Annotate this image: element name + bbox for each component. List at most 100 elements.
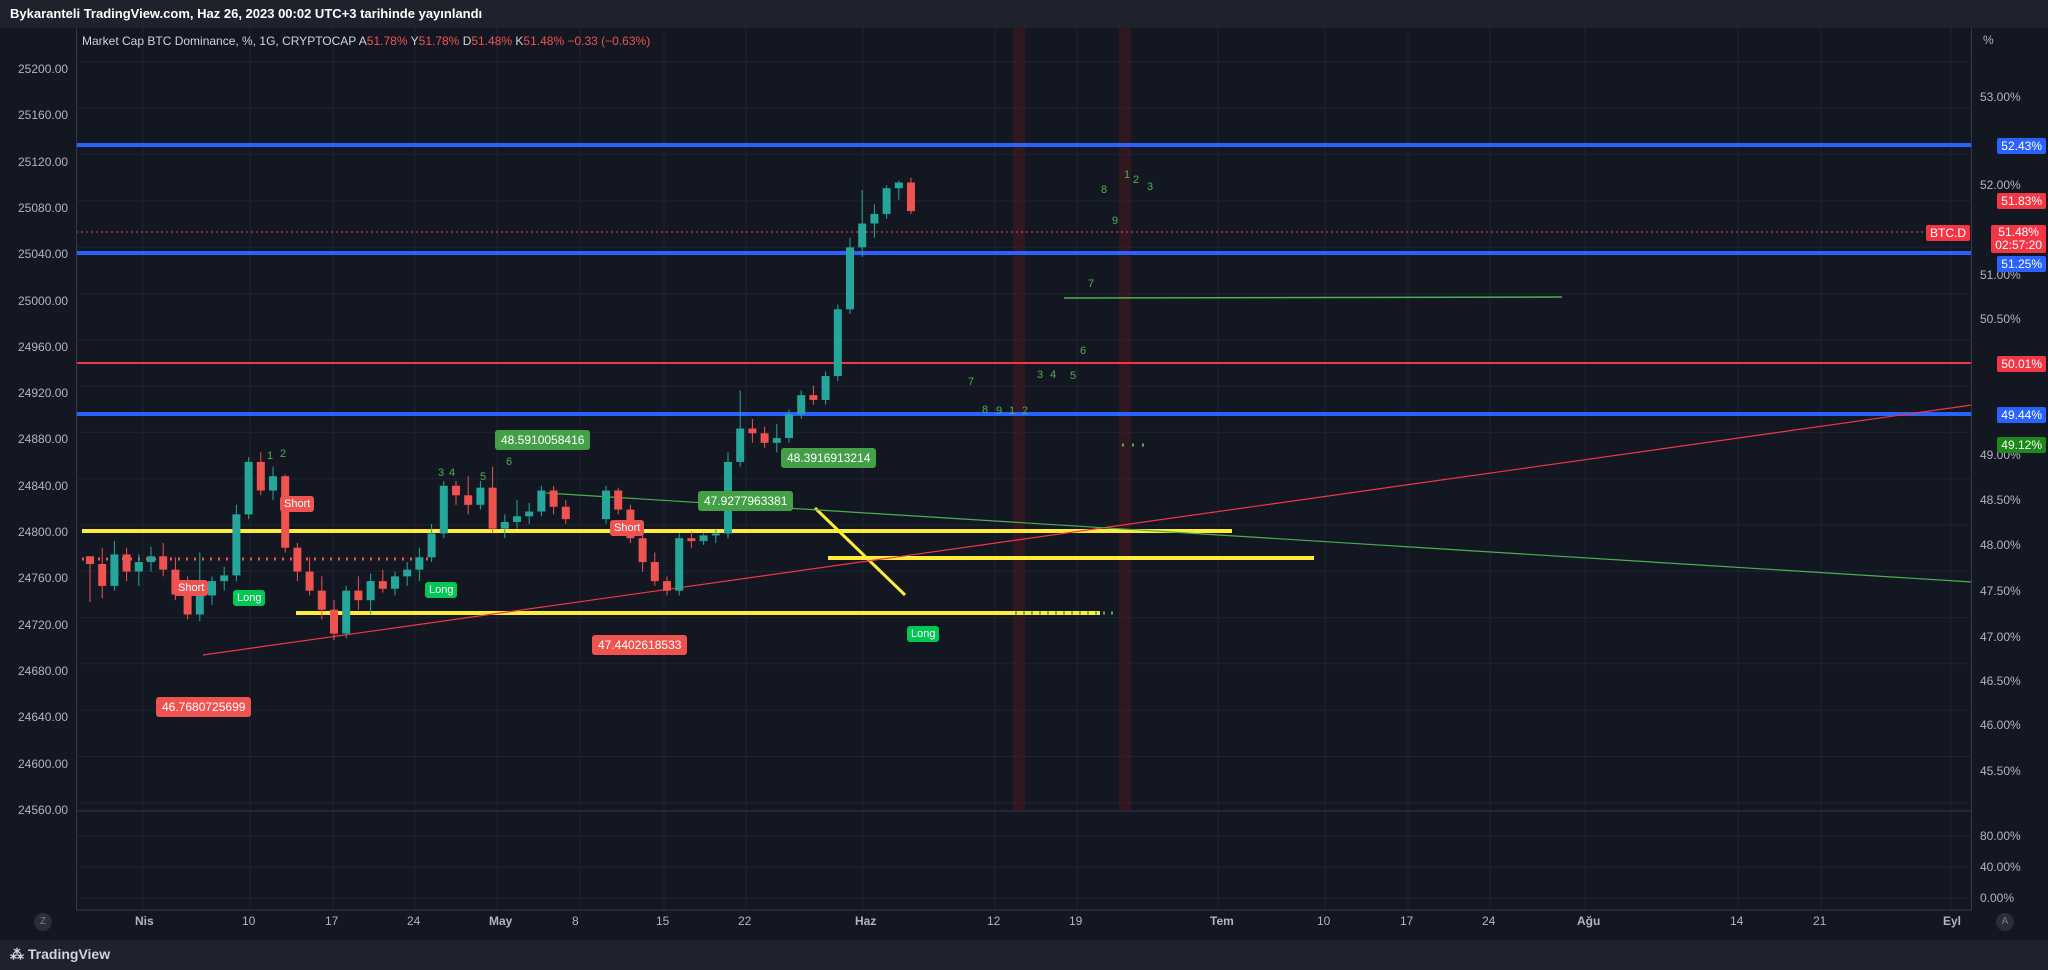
td-count-label: 4	[1050, 369, 1056, 381]
candle-body	[907, 182, 915, 212]
time-axis-tick: 17	[1400, 914, 1414, 928]
auto-scale-button[interactable]: A	[1996, 913, 2014, 931]
legend-symbol: Market Cap BTC Dominance, %, 1G, CRYPTOC…	[82, 34, 357, 48]
candle-body	[870, 213, 879, 224]
td-count-label: 8	[1101, 184, 1107, 196]
candle-body	[858, 223, 867, 248]
right-axis-tick: 53.00%	[1980, 90, 2021, 104]
left-axis-tick: 25000.00	[18, 293, 69, 308]
time-axis-tick: Haz	[855, 914, 877, 928]
candle-body	[513, 516, 521, 522]
short-signal: Short	[280, 496, 315, 512]
candle-body	[366, 581, 375, 601]
time-axis-tick: Ağu	[1577, 914, 1601, 928]
td-count-label: 2	[280, 448, 286, 460]
left-axis-tick: 24760.00	[18, 571, 69, 586]
td-count-label: 9	[996, 405, 1002, 417]
candle-body	[797, 395, 806, 415]
right-axis-tick: 50.50%	[1980, 312, 2021, 326]
td-count-label: 8	[982, 404, 988, 416]
symbol-legend: Market Cap BTC Dominance, %, 1G, CRYPTOC…	[82, 34, 650, 48]
candle-body	[452, 485, 460, 496]
td-count-label: 6	[1080, 345, 1086, 357]
price-note[interactable]: 46.7680725699	[156, 697, 252, 717]
price-tag-support-2: 49.44%	[1997, 407, 2046, 423]
zoom-toggle-button[interactable]: Z	[34, 913, 52, 931]
right-axis-tick: 46.50%	[1980, 674, 2021, 688]
right-percent-axis[interactable]: 53.00% 52.00% 51.00% 50.50% 49.00% 48.50% 48.0…	[1971, 28, 2048, 910]
candle-body	[244, 461, 253, 515]
tv-logo-icon: ⁂	[10, 946, 28, 962]
candle-body	[602, 490, 610, 520]
candle-body	[403, 569, 412, 577]
candle-body	[269, 476, 277, 491]
price-note[interactable]: 47.4402618533	[592, 635, 688, 655]
right-axis-tick: 48.00%	[1980, 538, 2021, 552]
candle-body	[833, 309, 842, 377]
candle-body	[699, 535, 708, 542]
left-axis-tick: 24680.00	[18, 663, 69, 678]
candle-body	[415, 557, 424, 570]
candle-body	[208, 581, 216, 596]
td-count-label: 6	[506, 456, 512, 468]
tradingview-logo[interactable]: ⁂ TradingView	[10, 946, 110, 963]
price-tag-symbol: BTC.D	[1926, 225, 1970, 241]
time-axis-tick: 21	[1813, 914, 1827, 928]
time-axis-tick: 24	[407, 914, 421, 928]
time-axis-tick: 14	[1730, 914, 1744, 928]
candle-body	[760, 433, 769, 443]
left-axis-tick: 25080.00	[18, 200, 69, 215]
oscillator-axis-tick: 80.00%	[1980, 829, 2021, 843]
left-axis-tick: 25160.00	[18, 108, 69, 123]
green-level-line	[1063, 296, 1563, 299]
price-note[interactable]: 48.3916913214	[781, 448, 877, 468]
candle-body	[675, 538, 684, 591]
time-axis-tick: 8	[572, 914, 579, 928]
current-price-value: 51.48%	[1998, 225, 2039, 239]
td-count-label: 4	[449, 467, 455, 479]
td-count-label: 3	[1147, 181, 1153, 193]
candle-body	[846, 247, 854, 310]
left-axis-tick: 24600.00	[18, 756, 69, 771]
bar-countdown: 02:57:20	[1995, 238, 2042, 252]
candle-body	[748, 428, 757, 434]
candle-body	[772, 438, 781, 443]
price-tag-high: 51.83%	[1997, 193, 2046, 209]
session-highlight	[1119, 28, 1131, 810]
legend-low-value: 51.48%	[471, 34, 513, 48]
oscillator-axis-tick: 40.00%	[1980, 860, 2021, 874]
candle-body	[894, 182, 903, 189]
left-axis-tick: 24920.00	[18, 386, 69, 401]
candle-body	[330, 609, 338, 634]
td-count-label: 2	[1133, 174, 1139, 186]
short-signal: Short	[610, 520, 645, 536]
time-axis-tick: 10	[1317, 914, 1331, 928]
left-price-axis[interactable]: 25200.00 25160.00 25120.00 25080.00 25040.00…	[0, 28, 77, 910]
candle-body	[220, 575, 229, 582]
candle-body	[821, 376, 830, 400]
candle-body	[183, 594, 192, 615]
candle-body	[293, 547, 302, 572]
candle-body	[134, 562, 143, 572]
legend-high-label: Y	[410, 34, 419, 48]
candle-body	[500, 521, 509, 529]
candle-body	[378, 581, 387, 589]
candle-body	[195, 595, 204, 615]
yellow-trend-line	[813, 506, 907, 597]
candle-body	[232, 514, 241, 576]
candle-body	[391, 576, 399, 589]
trend-line-red	[202, 404, 1973, 656]
time-axis-tick: 24	[1482, 914, 1496, 928]
price-note[interactable]: 48.5910058416	[495, 430, 591, 450]
time-axis-tick: 22	[738, 914, 752, 928]
legend-open-value: 51.78%	[366, 34, 408, 48]
candle-body	[488, 487, 497, 529]
short-signal: Short	[174, 580, 209, 596]
chart-grid	[76, 28, 1972, 910]
candle-body	[711, 533, 720, 536]
legend-low-label: D	[462, 34, 472, 48]
publish-info-bar: Bykaranteli TradingView.com, Haz 26, 202…	[0, 0, 2048, 28]
price-note[interactable]: 47.9277963381	[698, 491, 794, 511]
